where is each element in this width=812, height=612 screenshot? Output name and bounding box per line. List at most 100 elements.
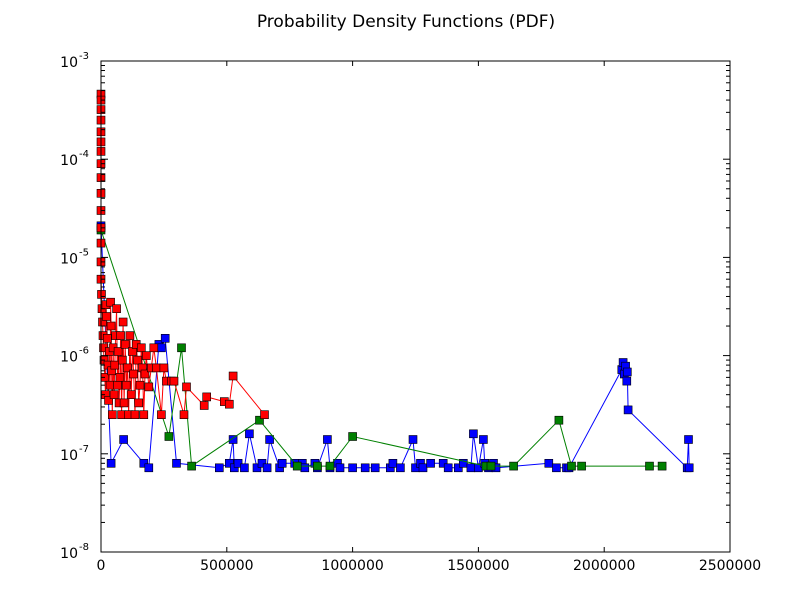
x-tick-label: 1500000 bbox=[447, 558, 509, 574]
series-layer bbox=[96, 89, 694, 473]
series-1-point bbox=[684, 463, 694, 473]
y-tick-label: 10 bbox=[60, 546, 78, 562]
axes-background bbox=[101, 61, 730, 552]
series-1-point bbox=[265, 435, 274, 444]
series-3-point bbox=[169, 376, 179, 386]
series-3-point bbox=[140, 369, 150, 379]
series-1-point bbox=[396, 463, 405, 473]
series-3-point bbox=[149, 343, 159, 353]
series-2-point bbox=[567, 461, 576, 471]
series-1-point bbox=[172, 458, 181, 468]
y-tick-label: 10 bbox=[60, 350, 78, 366]
series-1-point bbox=[408, 435, 418, 444]
x-tick-label: 2000000 bbox=[573, 558, 635, 574]
series-3-point bbox=[120, 340, 130, 349]
series-3-point bbox=[182, 382, 191, 392]
series-2-point bbox=[187, 461, 196, 471]
series-1-point bbox=[388, 458, 398, 468]
axes-frame bbox=[100, 60, 731, 553]
series-3-point bbox=[135, 380, 145, 390]
series-1-point bbox=[106, 458, 116, 468]
series-2-point bbox=[177, 343, 186, 353]
series-1-point bbox=[443, 463, 453, 473]
series-1-point bbox=[157, 343, 166, 353]
x-tick-label: 2500000 bbox=[699, 558, 761, 574]
x-tick-label: 1000000 bbox=[321, 558, 383, 574]
series-3-point bbox=[126, 390, 136, 400]
series-3-point bbox=[121, 380, 131, 390]
series-3-point bbox=[144, 382, 154, 392]
series-1-point bbox=[453, 463, 463, 473]
series-3-point bbox=[108, 410, 117, 420]
series-3-point bbox=[157, 410, 166, 420]
series-1-point bbox=[684, 435, 693, 444]
series-2-point bbox=[657, 461, 667, 471]
series-1-point bbox=[426, 458, 435, 468]
series-1-point bbox=[215, 463, 224, 473]
series-2-point bbox=[348, 432, 357, 441]
series-3-point bbox=[106, 321, 116, 331]
series-3-point bbox=[133, 355, 142, 365]
series-3-point bbox=[104, 396, 113, 405]
series-1-point bbox=[233, 458, 243, 468]
series-1-point bbox=[139, 458, 149, 468]
series-1-point bbox=[552, 463, 561, 473]
series-2-point bbox=[645, 461, 654, 471]
series-1-point bbox=[370, 463, 380, 473]
series-2-point bbox=[255, 415, 264, 425]
series-1-point bbox=[623, 405, 633, 415]
series-2-point bbox=[486, 461, 496, 471]
series-3-point bbox=[260, 410, 269, 420]
series-3-point bbox=[115, 373, 125, 382]
series-3-point bbox=[113, 380, 122, 390]
series-3-point bbox=[199, 401, 209, 410]
series-3-point bbox=[106, 297, 115, 307]
series-2-point bbox=[509, 461, 518, 471]
series-3-point bbox=[125, 331, 135, 340]
series-3-point bbox=[225, 399, 234, 409]
series-3-point bbox=[110, 360, 120, 370]
series-3-point bbox=[142, 351, 151, 360]
series-1-point bbox=[277, 458, 287, 468]
series-3-point bbox=[118, 317, 128, 327]
series-1-point bbox=[622, 376, 632, 386]
y-tick-exponent: -6 bbox=[79, 346, 89, 357]
series-1-point bbox=[119, 435, 128, 444]
series-1-point bbox=[228, 435, 238, 444]
series-3-point bbox=[137, 343, 146, 353]
series-1-point bbox=[245, 429, 254, 439]
series-1-point bbox=[160, 333, 170, 343]
series-1-point bbox=[438, 458, 448, 468]
x-tick-label: 0 bbox=[97, 558, 106, 574]
y-tick-exponent: -5 bbox=[79, 247, 89, 258]
series-1-point bbox=[479, 435, 488, 444]
series-1-point bbox=[360, 463, 370, 473]
series-3-point bbox=[105, 380, 115, 390]
series-3-point bbox=[112, 304, 121, 314]
series-3-point bbox=[228, 371, 238, 381]
series-3-point bbox=[134, 398, 143, 408]
y-tick-exponent: -3 bbox=[79, 51, 89, 62]
series-2-point bbox=[325, 461, 335, 471]
series-3-point bbox=[202, 392, 211, 402]
series-1-point bbox=[300, 463, 310, 473]
series-3-point bbox=[128, 347, 137, 356]
series-1-point bbox=[240, 463, 249, 473]
series-1-point bbox=[335, 463, 345, 473]
series-2-point bbox=[164, 432, 174, 441]
series-1-point bbox=[544, 458, 554, 468]
series-2-point bbox=[577, 461, 586, 471]
series-1-point bbox=[622, 367, 632, 377]
series-3-point bbox=[123, 363, 132, 373]
series-2-point bbox=[554, 415, 564, 425]
y-tick-label: 10 bbox=[60, 251, 78, 267]
series-1-point bbox=[323, 435, 332, 444]
series-3-point bbox=[116, 331, 125, 340]
series-3-point bbox=[129, 369, 138, 379]
series-3-point bbox=[102, 312, 111, 321]
series-1-point bbox=[225, 458, 234, 468]
series-1-point bbox=[466, 463, 476, 473]
